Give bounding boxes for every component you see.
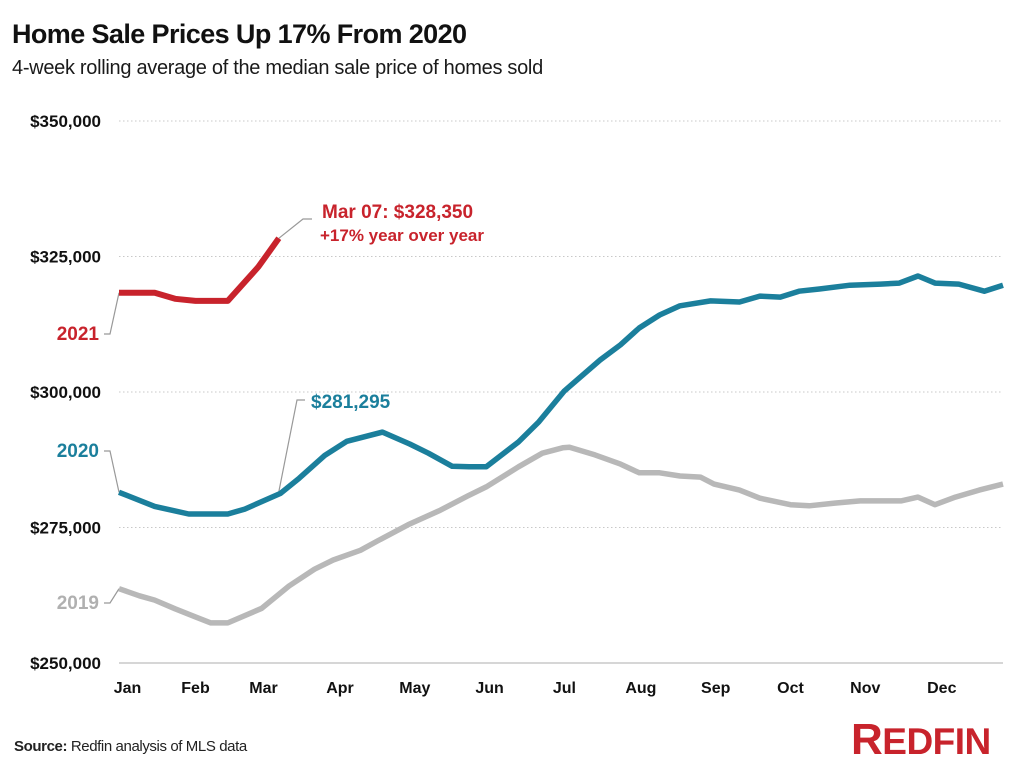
x-tick-label: Jan xyxy=(114,680,142,697)
leader-line-2021 xyxy=(104,292,120,335)
callout-2021-value: Mar 07: $328,350 xyxy=(322,202,473,223)
series-line-2021 xyxy=(119,236,282,304)
x-tick-label: Aug xyxy=(625,680,656,697)
x-tick-label: Dec xyxy=(927,680,956,697)
leader-lines xyxy=(104,218,312,604)
series-label-2019: 2019 xyxy=(57,593,99,614)
source-note: Source: Redfin analysis of MLS data xyxy=(14,738,247,755)
x-axis-ticks: Jan Feb Mar Apr May Jun Jul Aug Sep Oct Nov Dec xyxy=(114,680,957,697)
y-tick-label: $300,000 xyxy=(30,383,101,402)
series-labels: 2019 2020 2021 xyxy=(57,324,100,614)
x-tick-label: Nov xyxy=(850,680,880,697)
callout-leader-2021 xyxy=(278,218,312,239)
series-label-2021: 2021 xyxy=(57,324,100,345)
x-tick-label: Jun xyxy=(475,680,503,697)
x-tick-label: Jul xyxy=(553,680,576,697)
redfin-logo: REDFIN xyxy=(851,715,991,765)
callout-2020-value: $281,295 xyxy=(311,392,391,413)
x-tick-label: Mar xyxy=(249,680,277,697)
y-tick-label: $350,000 xyxy=(30,112,101,131)
series-line-2020 xyxy=(117,273,1004,517)
logo-rest: EDFIN xyxy=(882,721,991,762)
x-tick-label: Apr xyxy=(326,680,354,697)
callout-2021-change: +17% year over year xyxy=(320,226,484,245)
leader-line-2020 xyxy=(104,450,120,493)
series-lines xyxy=(117,236,1004,626)
x-tick-label: Sep xyxy=(701,680,731,697)
callouts: Mar 07: $328,350 +17% year over year $281,… xyxy=(311,202,484,413)
y-tick-label: $275,000 xyxy=(30,519,101,538)
callout-leader-2020 xyxy=(277,399,305,494)
y-axis-ticks: $250,000 $275,000 $300,000 $325,000 $350,000 xyxy=(30,112,101,673)
y-tick-label: $325,000 xyxy=(30,248,101,267)
x-tick-label: Feb xyxy=(181,680,210,697)
chart-title: Home Sale Prices Up 17% From 2020 xyxy=(12,19,467,49)
x-tick-label: Oct xyxy=(777,680,804,697)
y-tick-label: $250,000 xyxy=(30,654,101,673)
source-text: Redfin analysis of MLS data xyxy=(67,738,247,755)
x-tick-label: May xyxy=(399,680,430,697)
source-label: Source: xyxy=(14,738,68,755)
logo-initial: R xyxy=(851,715,883,764)
chart-subtitle: 4-week rolling average of the median sal… xyxy=(12,57,543,79)
gridlines xyxy=(119,120,1003,664)
series-line-2019 xyxy=(118,444,1004,626)
series-label-2020: 2020 xyxy=(57,441,99,462)
leader-line-2019 xyxy=(104,588,120,604)
